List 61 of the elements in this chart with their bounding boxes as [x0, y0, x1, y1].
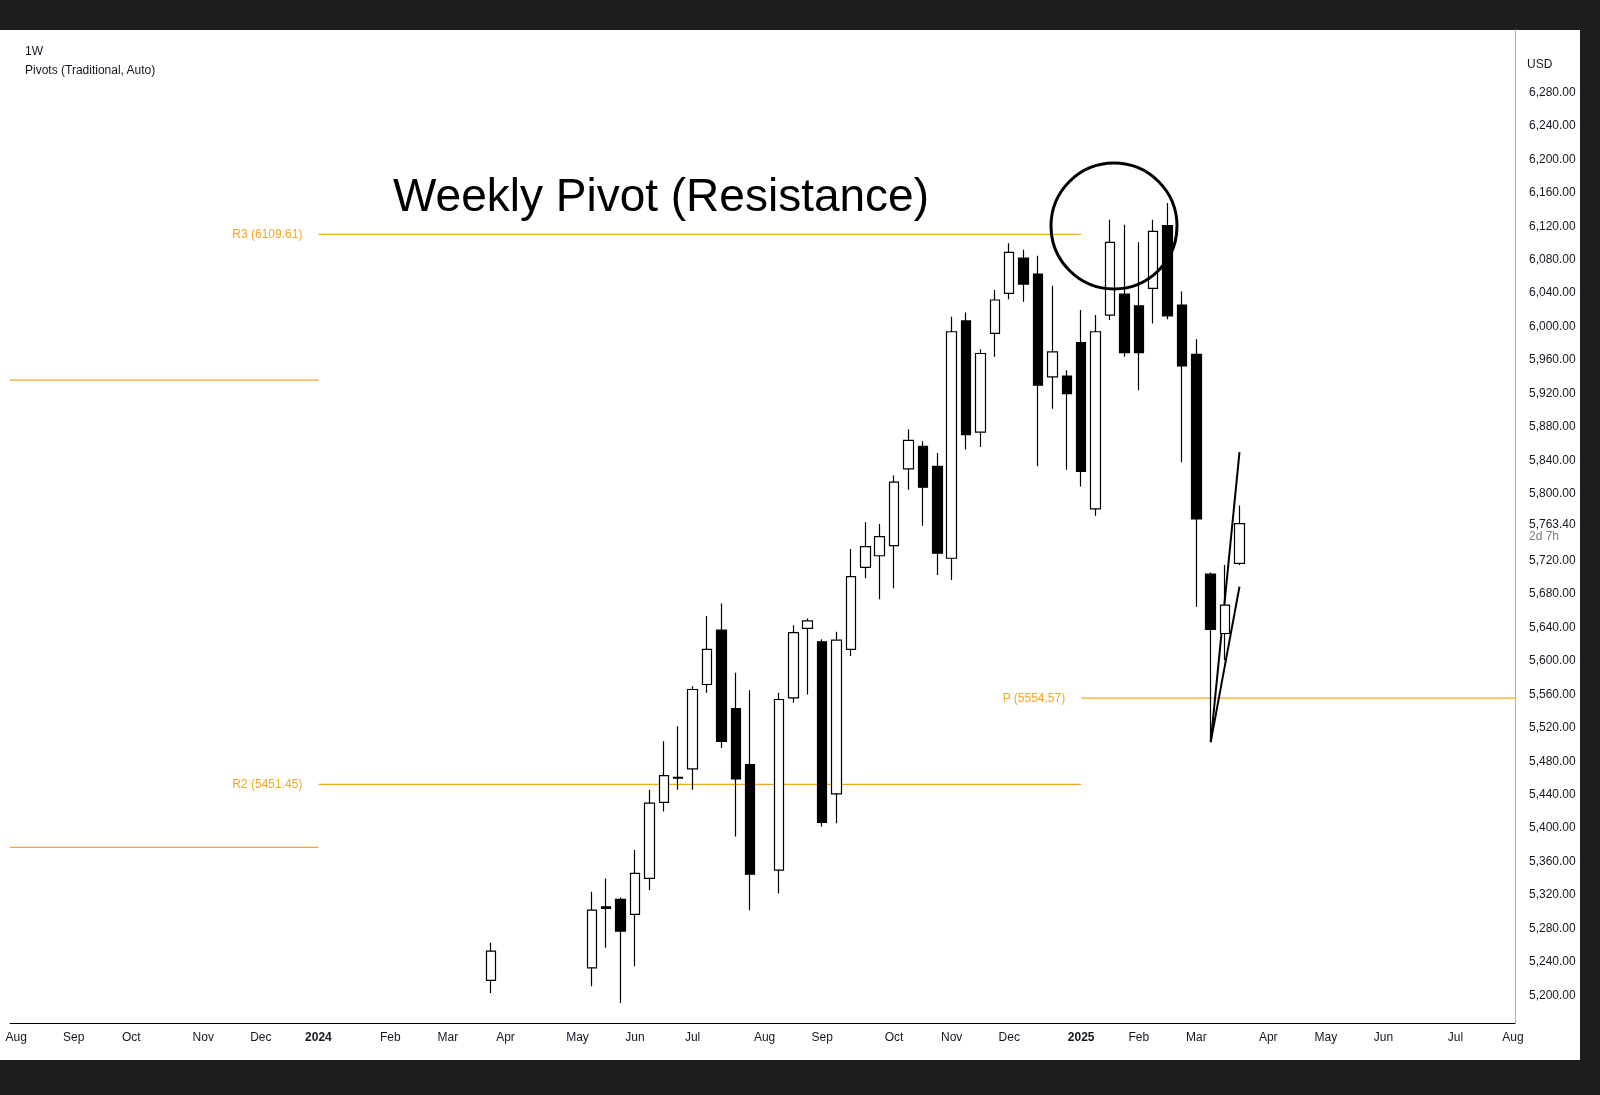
x-tick-label: Aug [1502, 1030, 1524, 1044]
x-tick-label: Oct [121, 1030, 142, 1044]
x-tick-label: Dec [250, 1030, 272, 1044]
x-tick-label: Apr [496, 1030, 515, 1044]
x-tick-label: Jun [625, 1030, 645, 1044]
text: Pivots (Traditional, Auto) [25, 63, 156, 77]
y-axis-title: USD [1527, 57, 1553, 71]
series-label: R2 (5451.45) [232, 777, 303, 792]
text: 2d 7h [1529, 529, 1560, 543]
x-tick-label: Mar [1185, 1030, 1207, 1044]
y-tick-label: 6,240.00 [1529, 118, 1577, 133]
x-tick-label: Mar [437, 1030, 459, 1044]
x-tick-label: Apr [1258, 1030, 1278, 1044]
y-tick-label: 6,120.00 [1529, 218, 1577, 233]
y-tick-label: 5,280.00 [1529, 920, 1577, 935]
x-tick-label: Dec [998, 1030, 1020, 1044]
y-tick-label: 5,600.00 [1529, 653, 1577, 668]
y-tick-label: 5,640.00 [1529, 619, 1577, 634]
y-tick-label: 5,763.40 [1529, 516, 1577, 531]
x-tick-label: Feb [380, 1030, 402, 1044]
x-tick-label: Feb [1128, 1030, 1150, 1044]
x-tick-label: May [1314, 1030, 1338, 1044]
y-tick-label: 5,840.00 [1529, 452, 1577, 467]
y-tick-label: 5,680.00 [1529, 586, 1577, 601]
y-tick-label: 5,520.00 [1529, 720, 1577, 735]
y-tick-label: 5,880.00 [1529, 419, 1577, 434]
annotation: Weekly Pivot (Resistance) [393, 169, 929, 221]
x-tick-label: Nov [192, 1030, 214, 1044]
y-tick-label: 5,720.00 [1529, 552, 1577, 567]
y-tick-label: 6,040.00 [1529, 285, 1577, 300]
y-tick-label: 5,480.00 [1529, 753, 1577, 768]
y-tick-label: 5,800.00 [1529, 486, 1577, 501]
x-tick-label: Oct [884, 1030, 905, 1044]
y-tick-label: 6,000.00 [1529, 318, 1577, 333]
y-tick-label: 5,240.00 [1529, 954, 1577, 969]
series-label: P (5554.57) [1002, 691, 1066, 706]
y-tick-label: 5,400.00 [1529, 820, 1577, 835]
x-tick-label: 2025 [1067, 1030, 1095, 1044]
x-tick-label: Jun [1373, 1030, 1394, 1044]
series-label: R3 (6109.61) [232, 227, 303, 242]
x-tick-label: Sep [811, 1030, 834, 1044]
y-tick-label: 5,200.00 [1529, 987, 1577, 1002]
x-tick-label: Aug [753, 1030, 776, 1044]
x-tick-label: Jul [684, 1030, 701, 1044]
y-tick-label: 6,200.00 [1529, 151, 1577, 166]
x-tick-label: Nov [940, 1030, 963, 1044]
x-tick-label: Jul [1447, 1030, 1464, 1044]
y-tick-label: 5,960.00 [1529, 352, 1577, 367]
x-tick-label: May [566, 1030, 589, 1044]
x-tick-label: Sep [63, 1030, 85, 1044]
y-tick-label: 6,280.00 [1529, 84, 1577, 99]
y-tick-label: 5,560.00 [1529, 686, 1577, 701]
y-tick-label: 5,360.00 [1529, 853, 1577, 868]
x-tick-label: 2024 [305, 1030, 333, 1044]
text: 1W [25, 44, 44, 58]
y-tick-label: 6,080.00 [1529, 252, 1577, 267]
y-tick-label: 5,920.00 [1529, 385, 1577, 400]
x-tick-label: Aug [5, 1030, 27, 1044]
y-tick-label: 6,160.00 [1529, 185, 1577, 200]
y-tick-label: 5,440.00 [1529, 786, 1577, 801]
y-tick-label: 5,320.00 [1529, 887, 1577, 902]
